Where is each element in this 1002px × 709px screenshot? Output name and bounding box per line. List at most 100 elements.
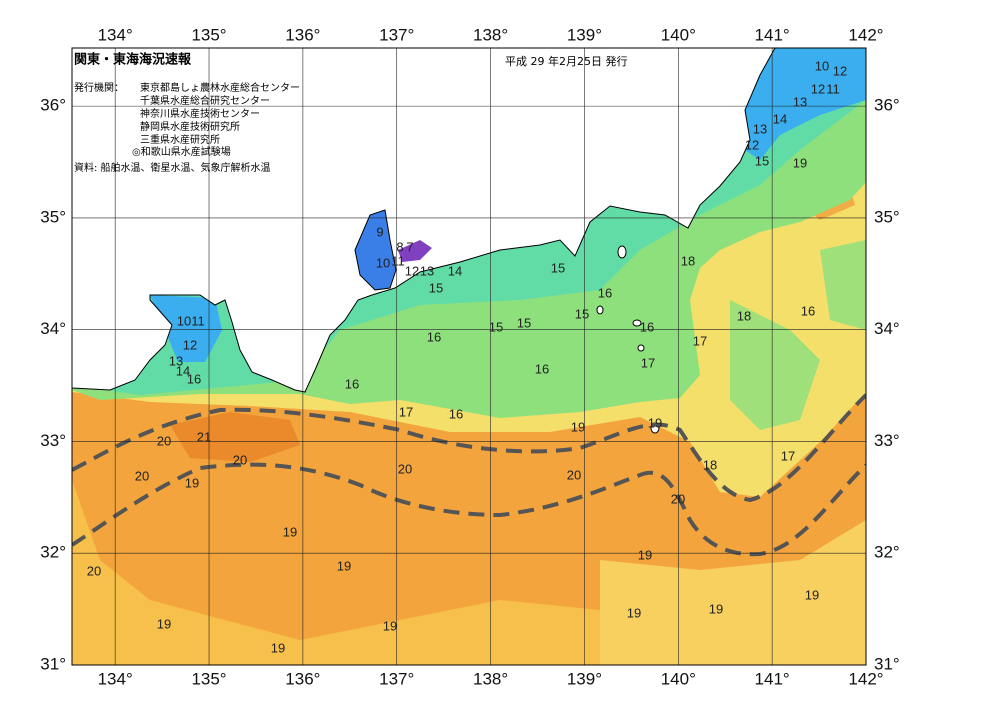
isotherm-label: 20: [398, 461, 412, 476]
isotherm-label: 10: [177, 313, 191, 328]
lon-label: 138°: [473, 25, 508, 44]
lat-label: 36°: [40, 96, 66, 115]
isotherm-label: 19: [271, 640, 285, 655]
map-frame: [71, 47, 867, 666]
isotherm-label: 19: [627, 605, 641, 620]
isotherm-label: 13: [793, 94, 807, 109]
isotherm-label: 11: [391, 253, 405, 268]
issuer: 静岡県水産技術研究所: [140, 120, 240, 133]
isotherm-label: 7: [406, 239, 413, 254]
ocean-blue: [150, 295, 222, 362]
isotherm-label: 19: [805, 587, 819, 602]
lon-label: 139°: [567, 25, 602, 44]
lat-label: 33°: [874, 431, 900, 450]
ocean-layer: [72, 48, 866, 665]
lon-label: 135°: [191, 25, 226, 44]
isotherm-label: 15: [551, 260, 565, 275]
lat-label: 34°: [40, 319, 66, 338]
isotherm-label: 19: [185, 475, 199, 490]
isotherm-label: 20: [233, 452, 247, 467]
issuer: 神奈川県水産技術センター: [140, 107, 260, 120]
isotherm-label: 21: [197, 429, 211, 444]
isotherm-label: 12: [811, 81, 825, 96]
ocean-blue: [730, 48, 866, 160]
lat-label: 33°: [40, 431, 66, 450]
lon-label: 138°: [473, 669, 508, 688]
lon-label: 134°: [98, 25, 133, 44]
mikawa-bay: [398, 240, 432, 262]
lat-label: 35°: [874, 207, 900, 226]
lat-label: 32°: [40, 543, 66, 562]
isotherm-label: 12: [745, 137, 759, 152]
islands: [596, 245, 660, 434]
isotherm-label: 10: [376, 255, 390, 270]
isotherm-label: 19: [337, 558, 351, 573]
isotherm-label: 12: [833, 63, 847, 78]
kuroshio-axis: [72, 393, 866, 557]
lon-label: 142°: [848, 669, 883, 688]
isotherm-label: 13: [753, 121, 767, 136]
sources: 資料: 船舶水温、衛星水温、気象庁解析水温: [74, 161, 271, 174]
isotherm-label: 16: [187, 371, 201, 386]
lat-label: 35°: [40, 207, 66, 226]
lon-label: 139°: [567, 669, 602, 688]
isotherm-label: 20: [87, 563, 101, 578]
isotherm-label: 19: [638, 547, 652, 562]
lat-label: 31°: [874, 654, 900, 673]
lat-label: 32°: [874, 543, 900, 562]
isotherm-label: 14: [176, 363, 190, 378]
lon-label: 136°: [285, 669, 320, 688]
isotherm-label: 17: [781, 448, 795, 463]
issuer: ◎和歌山県水産試験場: [132, 145, 231, 158]
issue-date: 平成 29 年2月25日 発行: [505, 54, 627, 68]
isotherm-label: 17: [641, 355, 655, 370]
isotherm-label: 9: [376, 224, 383, 239]
isotherm-label: 17: [693, 333, 707, 348]
title: 関東・東海海況速報: [74, 52, 192, 68]
isotherm-label: 10: [815, 58, 829, 73]
isotherm-label: 20: [157, 433, 171, 448]
isotherm-label: 16: [640, 319, 654, 334]
issuer: 東京都島しょ農林水産総合センター: [140, 81, 300, 94]
isotherm-label: 16: [345, 376, 359, 391]
isotherm-label: 18: [703, 457, 717, 472]
isotherm-label: 19: [571, 419, 585, 434]
isotherm-label: 16: [427, 329, 441, 344]
ocean-warmest: [170, 412, 300, 462]
isotherm-label: 19: [283, 524, 297, 539]
isotherm-label: 20: [671, 491, 685, 506]
isotherm-label: 13: [420, 263, 434, 278]
isotherm-label: 11: [826, 81, 840, 96]
isotherm-label: 15: [489, 319, 503, 334]
isotherm-label: 14: [773, 111, 787, 126]
isotherm-label: 12: [405, 263, 419, 278]
isotherm-label: 14: [448, 263, 462, 278]
isotherm-label: 19: [157, 616, 171, 631]
isotherm-label: 16: [535, 361, 549, 376]
isotherm-label: 15: [429, 280, 443, 295]
isotherm-label: 18: [681, 253, 695, 268]
lon-label: 135°: [191, 669, 226, 688]
issuer-label: 発行機関：: [74, 81, 124, 94]
isotherm-label: 15: [517, 315, 531, 330]
isotherm-label: 16: [449, 406, 463, 421]
isotherm-label: 16: [598, 285, 612, 300]
isotherm-label: 8: [396, 239, 403, 254]
lon-label: 137°: [379, 669, 414, 688]
lon-label: 137°: [379, 25, 414, 44]
isotherm-label: 17: [399, 404, 413, 419]
isotherm-label: 20: [567, 467, 581, 482]
isotherm-label: 20: [135, 468, 149, 483]
ise-bay: [354, 209, 397, 291]
issuer: 三重県水産研究所: [140, 133, 220, 146]
lon-label: 140°: [661, 25, 696, 44]
lon-label: 140°: [661, 669, 696, 688]
lat-label: 31°: [40, 654, 66, 673]
ocean-cooler: [600, 520, 866, 665]
ocean-green-patch: [730, 240, 866, 430]
lon-label: 134°: [98, 669, 133, 688]
isotherm-label: 12: [183, 337, 197, 352]
isotherm-label: 13: [169, 353, 183, 368]
